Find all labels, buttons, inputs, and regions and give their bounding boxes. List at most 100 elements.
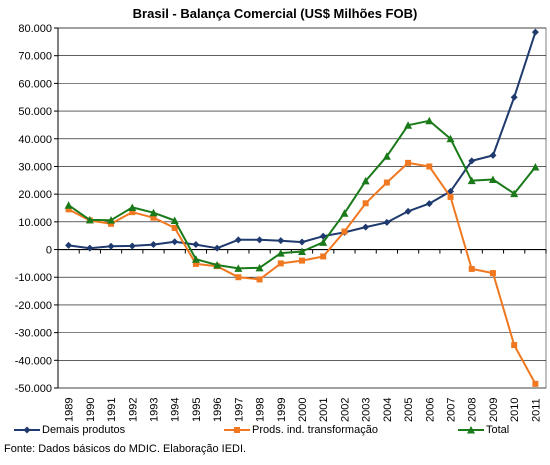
x-tick-label: 2005	[403, 398, 415, 422]
x-tick-label: 2003	[361, 398, 373, 422]
data-point	[468, 157, 476, 165]
x-tick-label: 2000	[297, 398, 309, 422]
data-point	[213, 244, 221, 252]
x-tick-label: 2004	[382, 398, 394, 422]
data-point	[468, 265, 475, 272]
x-tick-label: 1993	[148, 398, 160, 422]
y-tick-label: 30.000	[18, 161, 52, 173]
data-point	[128, 242, 136, 250]
data-point	[191, 255, 200, 263]
x-tick-label: 2009	[488, 398, 500, 422]
data-point	[510, 189, 519, 198]
data-point	[192, 260, 199, 267]
data-point	[383, 179, 390, 186]
data-point	[149, 208, 158, 217]
data-point	[511, 342, 518, 349]
x-tick-label: 1998	[255, 398, 267, 422]
data-point	[65, 241, 73, 249]
data-point	[235, 274, 242, 281]
data-point	[467, 176, 476, 185]
x-tick-label: 1995	[191, 398, 203, 422]
data-point	[404, 121, 413, 129]
data-point	[107, 216, 116, 224]
y-tick-label: -50.000	[15, 383, 52, 395]
x-tick-label: 2001	[318, 398, 330, 422]
data-point	[405, 159, 412, 166]
data-point	[319, 232, 327, 240]
data-point	[256, 276, 263, 283]
x-tick-label: 1996	[212, 398, 224, 422]
x-tick-label: 2011	[530, 398, 542, 422]
data-point	[171, 238, 179, 246]
data-point	[447, 193, 454, 200]
data-point	[64, 201, 73, 209]
data-point	[108, 220, 115, 227]
data-point	[149, 241, 157, 249]
x-tick-label: 2008	[467, 398, 479, 422]
data-point	[299, 257, 305, 264]
data-point	[86, 244, 94, 252]
chart-title: Brasil - Balança Comercial (US$ Milhões …	[132, 6, 418, 21]
x-tick-label: 2010	[509, 398, 521, 422]
y-tick-label: 60.000	[18, 78, 52, 90]
data-point	[383, 218, 391, 226]
data-point	[425, 200, 433, 208]
data-point	[404, 207, 412, 215]
data-point	[489, 151, 497, 159]
data-point	[510, 93, 518, 101]
data-point	[298, 247, 306, 255]
data-point	[489, 270, 496, 277]
data-point	[426, 163, 433, 170]
x-tick-label: 1991	[106, 398, 118, 422]
data-point	[277, 237, 285, 245]
source-note: Fonte: Dados básicos do MDIC. Elaboração…	[4, 443, 247, 455]
data-point	[128, 203, 137, 211]
legend-label-total: Total	[486, 424, 510, 436]
x-tick-label: 1990	[85, 398, 97, 422]
legend: Demais produtos Prods. ind. transformaçã…	[0, 424, 550, 442]
x-tick-label: 2002	[339, 398, 351, 422]
data-point	[531, 163, 540, 171]
x-tick-label: 1999	[276, 398, 288, 422]
data-point	[277, 260, 284, 267]
data-point	[341, 228, 348, 235]
data-point	[425, 116, 434, 125]
data-point	[213, 261, 222, 269]
data-point	[298, 238, 306, 246]
legend-swatch-prods	[224, 427, 250, 434]
data-point	[129, 209, 136, 216]
data-point	[361, 176, 370, 185]
y-tick-label: 10.000	[18, 217, 52, 229]
legend-label-prods: Prods. ind. transformação	[252, 424, 378, 436]
data-point	[382, 152, 391, 160]
data-point	[234, 236, 242, 244]
data-point	[234, 264, 243, 272]
y-tick-label: -40.000	[15, 355, 52, 367]
data-point	[255, 263, 264, 272]
y-tick-label: -30.000	[15, 328, 52, 340]
data-point	[446, 134, 455, 143]
data-point	[531, 28, 539, 36]
y-tick-label: 20.000	[18, 189, 52, 201]
data-point	[276, 249, 285, 257]
data-point	[362, 223, 370, 231]
y-tick-label: 0	[46, 245, 52, 257]
data-point	[362, 200, 369, 207]
data-point	[319, 238, 328, 246]
legend-item-total: Total	[456, 424, 509, 436]
data-point	[171, 224, 178, 231]
data-point	[170, 216, 179, 224]
y-tick-label: -10.000	[15, 272, 52, 284]
data-point	[488, 175, 497, 183]
y-tick-label: 40.000	[18, 134, 52, 146]
x-tick-label: 2007	[446, 398, 458, 422]
legend-label-demais: Demais produtos	[42, 424, 126, 436]
data-point	[340, 209, 349, 217]
x-tick-label: 1994	[170, 398, 182, 422]
data-point	[150, 214, 157, 221]
legend-item-prods: Prods. ind. transformação	[222, 424, 378, 436]
x-tick-label: 2006	[424, 398, 436, 422]
legend-swatch-total	[458, 426, 484, 434]
y-tick-label: -20.000	[15, 300, 52, 312]
y-tick-label: 70.000	[18, 51, 52, 63]
